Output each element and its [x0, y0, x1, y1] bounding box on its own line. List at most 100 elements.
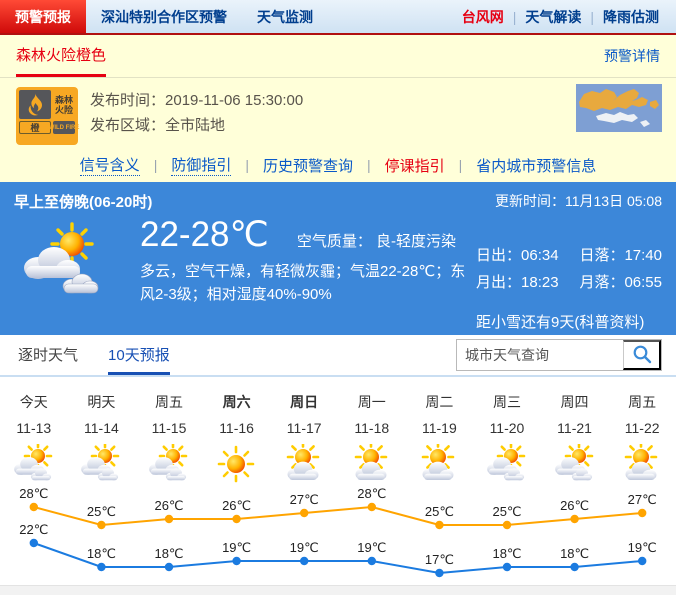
ten-day-forecast: 今天 明天 周五 周六 周日 周一 周二 周三 周四 周五 11-13 11-14 11-15 11-1… — [0, 377, 676, 585]
forecast-date-label: 11-20 — [489, 420, 525, 436]
svg-text:26℃: 26℃ — [154, 498, 183, 513]
forecast-date-label: 11-13 — [16, 420, 52, 436]
svg-text:18℃: 18℃ — [560, 546, 589, 561]
svg-text:18℃: 18℃ — [154, 546, 183, 561]
tab-forest-fire-orange[interactable]: 森林火险橙色 — [16, 35, 107, 77]
warning-link[interactable]: 省内城市预警信息 — [476, 157, 597, 175]
svg-text:28℃: 28℃ — [19, 487, 48, 501]
svg-text:19℃: 19℃ — [222, 540, 251, 555]
svg-text:19℃: 19℃ — [357, 540, 386, 555]
forecast-day-label: 周四 — [560, 394, 589, 410]
sunset: 日落：17:40 — [579, 247, 662, 264]
nav-right-link[interactable]: 天气解读 — [525, 8, 582, 25]
separator: | — [153, 157, 158, 173]
nav-tab[interactable]: 预警预报 — [0, 0, 86, 33]
warning-link[interactable]: 停课指引 — [384, 157, 445, 175]
publish-time-line: 发布时间：2019-11-06 15:30:00 — [90, 92, 304, 109]
warning-links-row: 信号含义 | 防御指引 | 历史预警查询 | 停课指引 | 省内城市预警信息 — [0, 145, 676, 176]
cloudy-weather-icon — [473, 443, 541, 487]
tab-hourly-weather[interactable]: 逐时天气 — [18, 347, 79, 364]
current-weather-body: 22-28℃ 空气质量： 良-轻度污染 多云，空气干燥，有轻微灰霾；气温22-2… — [0, 214, 676, 332]
forecast-day-label: 周三 — [492, 394, 521, 410]
cloudy-weather-icon — [541, 443, 609, 487]
separator: | — [367, 157, 371, 173]
warning-link[interactable]: 历史预警查询 — [262, 157, 353, 175]
search-icon — [632, 344, 652, 367]
badge-level-label: 橙 — [19, 121, 51, 134]
svg-text:25℃: 25℃ — [425, 504, 454, 519]
forecast-day-label: 明天 — [87, 394, 116, 410]
forecast-date-label: 11-15 — [151, 420, 187, 436]
weather-description: 多云，空气干燥，有轻微灰霾；气温22-28℃；东风2-3级；相对湿度40%-90… — [140, 263, 466, 303]
svg-text:19℃: 19℃ — [628, 540, 657, 555]
solar-term-link[interactable]: 距小雪还有9天(科普资料) — [476, 314, 645, 331]
tab-ten-day-forecast[interactable]: 10天预报 — [108, 335, 170, 375]
forecast-tabs-row: 逐时天气 10天预报 — [0, 335, 676, 377]
forecast-day-label: 周五 — [154, 394, 183, 410]
cloudy-weather-icon — [135, 443, 203, 487]
forecast-date-label: 11-18 — [354, 420, 390, 436]
nav-tab[interactable]: 天气监测 — [257, 8, 313, 25]
nav-right-link[interactable]: 降雨估测 — [603, 8, 659, 25]
svg-text:22℃: 22℃ — [19, 522, 48, 537]
warning-details-link[interactable]: 预警详情 — [604, 48, 660, 64]
city-search-input[interactable] — [457, 340, 623, 370]
period-label: 早上至傍晚(06-20时) — [14, 193, 153, 211]
badge-english-label: WILD FIRE — [49, 121, 79, 134]
moonset: 月落：06:55 — [579, 274, 662, 291]
nav-tab[interactable]: 深汕特别合作区预警 — [101, 8, 227, 25]
top-nav-links: 台风网 | 天气解读 | 降雨估测 — [453, 0, 676, 33]
cloudy-weather-icon — [68, 443, 136, 487]
publish-info: 发布时间：2019-11-06 15:30:00 发布区域：全市陆地 — [90, 87, 303, 145]
weather-icon-row — [0, 443, 676, 487]
svg-text:27℃: 27℃ — [290, 492, 319, 507]
forecast-date-label: 11-16 — [219, 420, 254, 436]
temperature-range: 22-28℃ — [140, 215, 269, 254]
forecast-date-label: 11-19 — [421, 420, 457, 436]
forecast-day-label: 周一 — [357, 394, 386, 410]
forecast-day-label: 周六 — [222, 394, 251, 410]
warning-link[interactable]: 防御指引 — [171, 154, 232, 176]
warning-body: 森林 火险 橙 WILD FIRE 发布时间：2019-11-06 15:30:0… — [0, 78, 676, 145]
flame-icon — [19, 90, 51, 119]
cloudy-weather-icon — [0, 443, 68, 487]
top-nav-tabs: 预警预报 深汕特别合作区预警 天气监测 — [0, 0, 328, 33]
forecast-date-label: 11-17 — [286, 420, 322, 436]
partly-weather-icon — [270, 443, 338, 487]
top-navigation: 预警预报 深汕特别合作区预警 天气监测 台风网 | 天气解读 | 降雨估测 — [0, 0, 676, 35]
air-quality: 空气质量： 良-轻度污染 — [296, 233, 457, 250]
update-time: 更新时间：11月13日 05:08 — [494, 193, 662, 209]
partly-weather-icon — [608, 443, 676, 487]
current-weather-main: 22-28℃ 空气质量： 良-轻度污染 多云，空气干燥，有轻微灰霾；气温22-2… — [140, 214, 476, 332]
current-weather-section: 早上至傍晚(06-20时) 更新时间：11月13日 05:08 — [0, 182, 676, 335]
svg-text:17℃: 17℃ — [425, 552, 454, 567]
sunrise: 日出：06:34 — [476, 247, 559, 264]
search-button[interactable] — [623, 340, 661, 370]
warning-link[interactable]: 信号含义 — [79, 154, 140, 176]
city-search-box — [456, 339, 662, 371]
forecast-date-label: 11-21 — [557, 420, 592, 436]
moonrise: 月出：18:23 — [476, 274, 559, 291]
svg-text:18℃: 18℃ — [87, 546, 116, 561]
badge-name-label: 森林 火险 — [53, 90, 75, 119]
publish-area-line: 发布区域：全市陆地 — [90, 117, 226, 134]
temperature-line-chart: 28℃ 25℃ 26℃ 26℃ 27℃ 28℃ 25℃ 25℃ 26℃ 27℃ 22℃ 18℃ 18℃ 1… — [19, 487, 657, 578]
astro-info: 日出：06:34 日落：17:40 月出：18:23 月落：06:55 距小雪还… — [476, 214, 662, 332]
region-mini-map[interactable] — [576, 84, 662, 132]
svg-text:26℃: 26℃ — [222, 498, 251, 513]
forecast-date-label: 11-22 — [624, 420, 660, 436]
svg-text:26℃: 26℃ — [560, 498, 589, 513]
separator: | — [458, 157, 463, 173]
svg-text:28℃: 28℃ — [357, 487, 386, 501]
svg-text:18℃: 18℃ — [492, 546, 521, 561]
svg-text:25℃: 25℃ — [492, 504, 521, 519]
forecast-day-label: 周日 — [290, 394, 319, 410]
svg-text:25℃: 25℃ — [87, 504, 116, 519]
svg-text:19℃: 19℃ — [290, 540, 319, 555]
day-name-row: 今天 明天 周五 周六 周日 周一 周二 周三 周四 周五 — [0, 391, 676, 413]
forecast-date-label: 11-14 — [84, 420, 119, 436]
date-row: 11-13 11-14 11-15 11-16 11-17 11-18 11-19 11-20… — [0, 413, 676, 443]
wildfire-warning-badge: 森林 火险 橙 WILD FIRE — [16, 87, 79, 145]
nav-right-link[interactable]: 台风网 — [461, 8, 504, 25]
period-banner: 早上至傍晚(06-20时) 更新时间：11月13日 05:08 — [0, 188, 676, 214]
